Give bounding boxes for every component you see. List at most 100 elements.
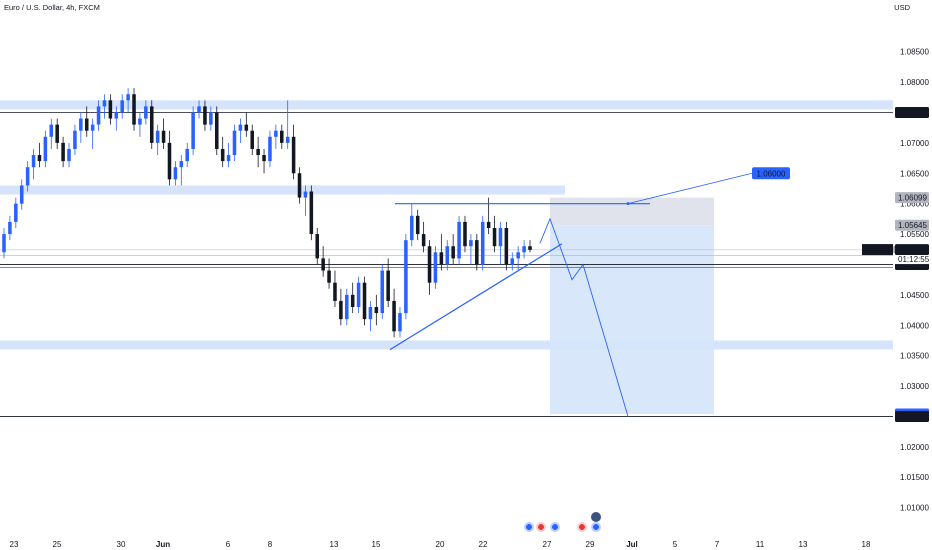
candle-body: [37, 155, 42, 162]
position-layer: [550, 197, 714, 414]
symbol-tag: EURUSD: [865, 246, 899, 255]
price-axis-label-box: [895, 192, 929, 204]
candle-body: [132, 94, 136, 125]
flag-eu-icon[interactable]: [524, 522, 534, 532]
candle-body: [268, 136, 272, 162]
candle-body: [90, 124, 95, 131]
candle-body: [380, 270, 385, 314]
ascending-trendline: [389, 243, 563, 351]
candles-layer: [2, 88, 532, 338]
flag-eu-icon-3[interactable]: [591, 522, 601, 532]
candle-body: [339, 300, 343, 320]
price-tick-label: 1.06500: [900, 169, 929, 178]
support-resistance-zone: [0, 185, 565, 195]
price-tick-label: 1.03500: [900, 352, 929, 361]
time-tick-label: 23: [10, 540, 19, 549]
time-tick-label: 13: [799, 540, 808, 549]
price-axis-label: 1.05000: [898, 260, 927, 269]
candle-body: [315, 234, 320, 259]
price-axis-label-box: [895, 219, 929, 231]
candle-body: [445, 246, 450, 265]
flag-eu-icon-2[interactable]: [550, 522, 560, 532]
candle-body: [185, 148, 189, 162]
price-axis-label-box: [895, 244, 929, 256]
price-tick-label: 1.07000: [900, 139, 929, 148]
candle-body: [439, 252, 444, 265]
candle-body: [291, 136, 296, 174]
candle-body: [463, 221, 467, 247]
candle-body: [451, 246, 455, 259]
candle-body: [433, 252, 438, 283]
drawings-layer: 1.06000: [389, 167, 790, 417]
candle-body: [149, 106, 154, 143]
candle-body: [457, 221, 461, 259]
candle-body: [108, 100, 113, 119]
candle-body: [244, 124, 249, 131]
candle-body: [368, 307, 373, 320]
time-tick-label: 15: [372, 540, 381, 549]
candle-body: [226, 155, 231, 162]
candle-body: [84, 118, 89, 131]
candle-body: [333, 282, 337, 301]
candle-body: [191, 112, 195, 149]
price-tick-label: 1.08000: [900, 78, 929, 87]
candle-body: [516, 252, 520, 259]
time-tick-label: 6: [226, 540, 231, 549]
price-labels-layer: 1.07500 1.06099 1.05645 1.05245 1.05000 1.025…: [862, 106, 930, 422]
time-tick-label: 13: [330, 540, 339, 549]
candle-body: [114, 112, 119, 119]
candle-body: [510, 258, 515, 265]
candle-body: [350, 294, 355, 308]
price-axis-label: 1.05645: [898, 221, 927, 230]
time-tick-label: Jun: [156, 540, 170, 549]
candle-body: [410, 215, 414, 241]
flag-us-icon-2[interactable]: [577, 522, 587, 532]
candle-body: [285, 136, 290, 143]
price-tick-label: 1.04000: [900, 321, 929, 330]
price-tick-label: 1.08500: [900, 48, 929, 57]
countdown-box: [895, 255, 929, 265]
candle-body: [498, 227, 503, 247]
candle-body: [374, 307, 379, 314]
candle-body: [469, 240, 473, 247]
event-dot-icon[interactable]: [591, 512, 601, 522]
candle-body: [480, 221, 485, 265]
candle-body: [203, 106, 207, 125]
candle-body: [102, 100, 107, 107]
candle-body: [386, 270, 390, 301]
time-tick-label: 25: [53, 540, 62, 549]
price-tick-label: 1.01500: [900, 473, 929, 482]
candle-body: [362, 282, 367, 320]
candle-body: [220, 148, 225, 162]
take-profit-zone: [550, 225, 714, 414]
annotation-label: 1.06000: [757, 169, 786, 178]
candle-body: [274, 130, 278, 137]
candle-body: [321, 258, 325, 271]
candle-body: [392, 300, 396, 332]
time-tick-label: 22: [479, 540, 488, 549]
candle-body: [8, 221, 12, 235]
candle-body: [67, 148, 71, 162]
candle-body: [25, 167, 30, 186]
time-tick-label: 29: [586, 540, 595, 549]
price-tick-label: 1.01000: [900, 504, 929, 513]
candle-body: [173, 167, 178, 180]
currency-label: USD: [894, 3, 910, 12]
candle-body: [504, 227, 509, 265]
candle-body: [427, 246, 432, 283]
time-tick-label: Jul: [626, 540, 638, 549]
candle-body: [61, 142, 65, 162]
candle-body: [398, 313, 402, 332]
candle-body: [262, 155, 266, 162]
price-axis-label: 1.05245: [898, 246, 927, 255]
flag-us-icon[interactable]: [536, 522, 546, 532]
candle-body: [144, 106, 148, 119]
symbol-tag-box: [862, 244, 893, 256]
price-tick-label: 1.04500: [900, 291, 929, 300]
candle-body: [179, 161, 184, 168]
candle-body: [2, 234, 6, 253]
candle-body: [415, 215, 420, 235]
candle-body: [197, 106, 201, 113]
candle-body: [421, 234, 426, 247]
